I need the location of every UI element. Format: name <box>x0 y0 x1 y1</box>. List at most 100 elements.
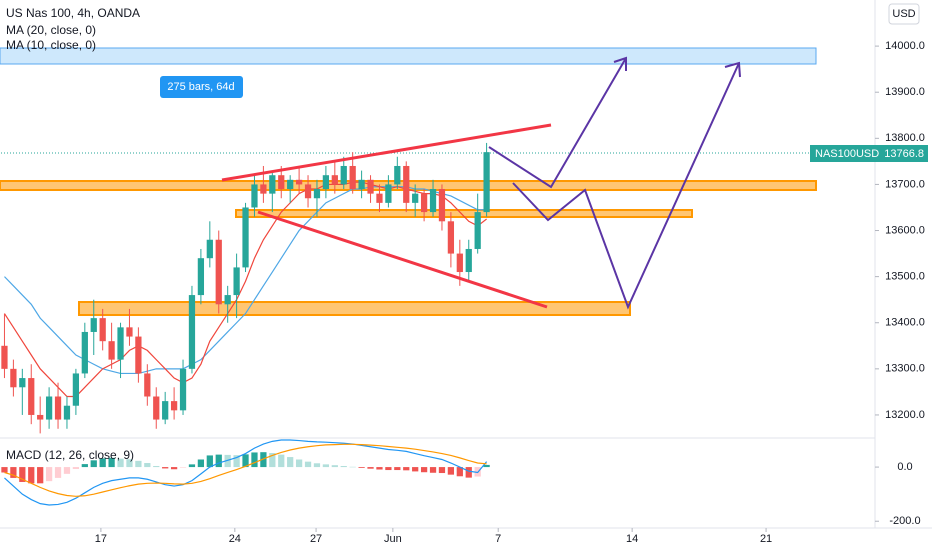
x-tick-label: 27 <box>310 533 322 545</box>
candle-body <box>438 189 446 222</box>
candle-body <box>260 184 267 194</box>
macd-histogram-bar <box>162 467 169 469</box>
trend-line <box>221 123 552 182</box>
macd-histogram-bar <box>170 467 178 470</box>
annotations: 275 bars, 64d <box>160 56 741 310</box>
y-tick-label: 14000.0 <box>885 40 925 52</box>
y-tick-label: 13400.0 <box>885 317 925 329</box>
candle-body <box>144 373 151 397</box>
candle-body <box>483 152 490 213</box>
x-tick-label: 14 <box>626 533 638 545</box>
macd-histogram-bar <box>10 467 17 478</box>
candle-body <box>322 175 330 190</box>
macd-histogram-bar <box>1 467 8 473</box>
candle-body <box>358 179 365 190</box>
candle-body <box>376 193 383 203</box>
candle-body <box>233 267 240 296</box>
macd-histogram-bar <box>188 464 196 468</box>
candle-body <box>170 401 178 411</box>
macd-histogram-bar <box>313 463 321 468</box>
candle-body <box>215 239 222 305</box>
candle-body <box>126 327 133 337</box>
range-label: 275 bars, 64d <box>167 81 234 93</box>
macd-histogram-bar <box>340 465 347 468</box>
x-tick-label: 7 <box>495 533 501 545</box>
macd-histogram-bar <box>349 466 356 468</box>
candle-body <box>304 184 312 199</box>
candle-body <box>224 295 231 305</box>
currency-box[interactable] <box>888 3 920 25</box>
macd-histogram-bar <box>465 467 472 478</box>
candle-body <box>447 221 455 254</box>
candle-body <box>340 165 347 185</box>
macd-histogram-bar <box>179 467 187 468</box>
macd-histogram-bar <box>206 455 213 468</box>
path-arrow <box>512 62 740 310</box>
candle-body <box>278 175 285 190</box>
macd-histogram-bar <box>153 465 160 468</box>
macd-histogram-bar <box>456 467 463 477</box>
candle-body <box>179 368 187 411</box>
candle-body <box>420 193 428 213</box>
last-price: 13766.8 <box>884 148 924 160</box>
candle-body <box>313 189 321 199</box>
macd-histogram-bar <box>403 467 410 471</box>
currency[interactable]: USD <box>892 8 915 20</box>
y-tick-label: 13900.0 <box>885 86 925 98</box>
candle-body <box>465 248 472 273</box>
symbol: NAS100USD <box>815 148 879 160</box>
candle-body <box>72 373 80 406</box>
plot <box>1 142 490 506</box>
candle-body <box>162 401 169 420</box>
macd-histogram-bar <box>287 457 294 468</box>
macd-histogram-bar <box>126 459 133 468</box>
y-tick-label: 13200.0 <box>885 409 925 421</box>
candle-body <box>403 165 410 203</box>
indicator-line <box>4 443 487 497</box>
candle-body <box>135 336 142 374</box>
macd-histogram-bar <box>108 457 115 468</box>
indicator-label: MA (20, close, 0) <box>6 23 96 37</box>
candle-body <box>394 165 401 185</box>
candle-body <box>90 318 97 332</box>
candle-body <box>474 212 481 249</box>
candle-body <box>188 295 196 369</box>
macd-histogram-bar <box>19 467 26 482</box>
candle-body <box>251 184 258 208</box>
candle-body <box>331 175 338 185</box>
macd-histogram-bar <box>135 460 142 468</box>
y-tick-label: 13700.0 <box>885 178 925 190</box>
macd-histogram-bar <box>45 467 53 482</box>
candle-body <box>108 341 115 360</box>
macd-histogram-bar <box>63 467 71 474</box>
macd-histogram-bar <box>54 467 62 478</box>
macd-histogram-bar <box>197 459 205 468</box>
candle-body <box>54 396 62 420</box>
y-tick-label: 13300.0 <box>885 363 925 375</box>
macd-histogram-bar <box>37 467 44 484</box>
candle-body <box>45 396 53 420</box>
trend-line <box>257 210 548 309</box>
y-tick-label: 0.0 <box>897 461 912 473</box>
macd-histogram-bar <box>322 464 330 468</box>
path-arrow <box>488 57 627 189</box>
indicator-line <box>4 439 488 506</box>
macd-histogram-bar <box>420 467 428 473</box>
x-tick-label: 24 <box>229 533 241 545</box>
arrow-head <box>613 56 627 71</box>
candle-body <box>197 258 205 296</box>
candle-body <box>242 207 249 268</box>
candle-body <box>295 179 303 185</box>
macd-histogram-bar <box>224 454 231 468</box>
candle-body <box>206 239 213 259</box>
candle-body <box>28 378 35 415</box>
macd-histogram-bar <box>429 467 437 473</box>
macd-histogram-bar <box>233 455 240 468</box>
macd-histogram-bar <box>331 465 338 468</box>
macd-title: MACD (12, 26, close, 9) <box>6 448 134 462</box>
y-tick-label: -200.0 <box>889 515 920 527</box>
candle-body <box>10 368 17 388</box>
macd-histogram-bar <box>90 460 97 468</box>
candle-body <box>429 189 437 213</box>
